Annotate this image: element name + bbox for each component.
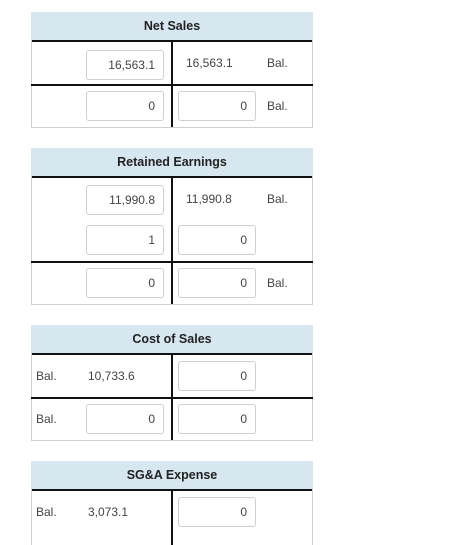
account-border-right bbox=[312, 176, 313, 304]
debit-value: 3,073.1 bbox=[88, 505, 129, 519]
account-border-right bbox=[312, 489, 313, 545]
account-title: Net Sales bbox=[31, 12, 313, 42]
debit-input[interactable] bbox=[86, 225, 164, 255]
credit-input[interactable] bbox=[178, 404, 256, 434]
credit-input[interactable] bbox=[178, 268, 256, 298]
debit-input[interactable] bbox=[86, 91, 164, 121]
credit-value: 11,990.8 bbox=[186, 192, 232, 206]
balance-label: Bal. bbox=[267, 192, 288, 206]
account-title: SG&A Expense bbox=[31, 461, 313, 491]
t-account-divider bbox=[171, 176, 173, 304]
t-account-divider bbox=[171, 489, 173, 545]
account-border-left bbox=[31, 176, 32, 304]
account-border-bottom bbox=[31, 304, 313, 305]
account-border-bottom bbox=[31, 440, 313, 441]
credit-value: 16,563.1 bbox=[186, 56, 233, 70]
account-border-bottom bbox=[31, 127, 313, 128]
debit-input[interactable] bbox=[86, 404, 164, 434]
debit-input[interactable] bbox=[86, 185, 164, 215]
balance-label: Bal. bbox=[36, 412, 57, 426]
account-border-left bbox=[31, 489, 32, 545]
debit-input[interactable] bbox=[86, 50, 164, 80]
account-cost-of-sales: Cost of Sales Bal. 10,733.6 Bal. bbox=[31, 325, 313, 441]
account-title: Cost of Sales bbox=[31, 325, 313, 355]
account-net-sales: Net Sales 16,563.1 Bal. Bal. bbox=[31, 12, 313, 128]
balance-label: Bal. bbox=[267, 56, 288, 70]
account-retained-earnings: Retained Earnings 11,990.8 Bal. Bal. bbox=[31, 148, 313, 305]
account-sga-expense: SG&A Expense Bal. 3,073.1 bbox=[31, 461, 313, 545]
debit-value: 10,733.6 bbox=[88, 369, 135, 383]
balance-label: Bal. bbox=[36, 505, 57, 519]
account-title: Retained Earnings bbox=[31, 148, 313, 178]
credit-input[interactable] bbox=[178, 225, 256, 255]
balance-label: Bal. bbox=[267, 99, 288, 113]
credit-input[interactable] bbox=[178, 91, 256, 121]
balance-label: Bal. bbox=[36, 369, 57, 383]
credit-input[interactable] bbox=[178, 361, 256, 391]
balance-label: Bal. bbox=[267, 276, 288, 290]
row-separator bbox=[31, 261, 313, 263]
row-separator bbox=[31, 84, 313, 86]
debit-input[interactable] bbox=[86, 268, 164, 298]
credit-input[interactable] bbox=[178, 497, 256, 527]
row-separator bbox=[31, 397, 313, 399]
